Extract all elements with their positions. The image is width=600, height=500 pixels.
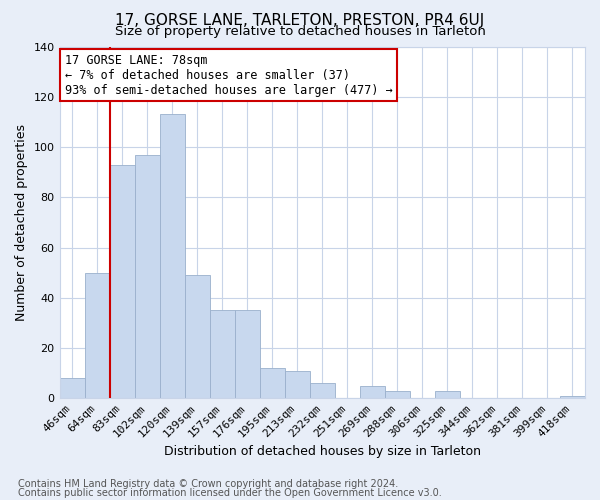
Bar xyxy=(360,386,385,398)
Bar xyxy=(59,378,85,398)
Bar xyxy=(235,310,260,398)
Bar xyxy=(110,164,134,398)
Text: Contains HM Land Registry data © Crown copyright and database right 2024.: Contains HM Land Registry data © Crown c… xyxy=(18,479,398,489)
Bar xyxy=(435,391,460,398)
Text: Contains public sector information licensed under the Open Government Licence v3: Contains public sector information licen… xyxy=(18,488,442,498)
Bar xyxy=(310,384,335,398)
Bar xyxy=(85,272,110,398)
Bar xyxy=(209,310,235,398)
X-axis label: Distribution of detached houses by size in Tarleton: Distribution of detached houses by size … xyxy=(164,444,481,458)
Text: 17, GORSE LANE, TARLETON, PRESTON, PR4 6UJ: 17, GORSE LANE, TARLETON, PRESTON, PR4 6… xyxy=(115,12,485,28)
Y-axis label: Number of detached properties: Number of detached properties xyxy=(15,124,28,321)
Bar xyxy=(160,114,185,399)
Bar xyxy=(560,396,585,398)
Bar xyxy=(260,368,285,398)
Bar xyxy=(385,391,410,398)
Text: Size of property relative to detached houses in Tarleton: Size of property relative to detached ho… xyxy=(115,25,485,38)
Bar xyxy=(185,275,209,398)
Text: 17 GORSE LANE: 78sqm
← 7% of detached houses are smaller (37)
93% of semi-detach: 17 GORSE LANE: 78sqm ← 7% of detached ho… xyxy=(65,54,392,96)
Bar xyxy=(285,370,310,398)
Bar xyxy=(134,154,160,398)
